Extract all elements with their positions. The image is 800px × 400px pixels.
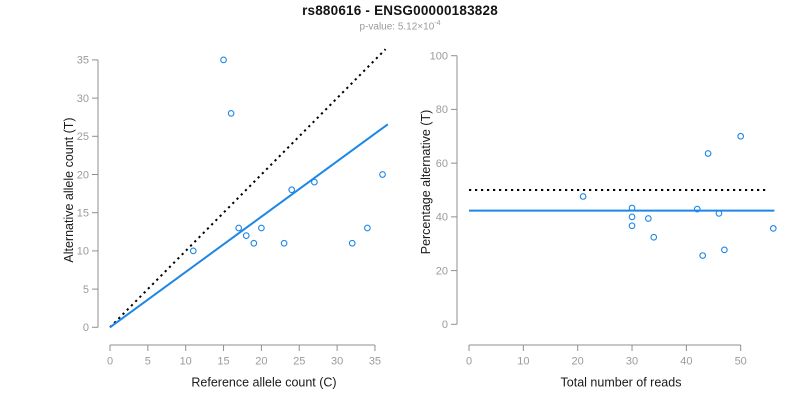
y-tick-label: 15: [77, 208, 89, 220]
data-point: [242, 232, 250, 239]
data-point: [644, 215, 652, 222]
data-point: [737, 132, 745, 140]
x-tick-label: 10: [180, 356, 192, 368]
x-tick-label: 50: [735, 356, 747, 368]
data-point: [721, 246, 728, 254]
data-point: [715, 210, 723, 217]
data-point: [650, 233, 658, 241]
y-tick-label: 100: [430, 51, 448, 63]
p-value-base: 5.12×10: [397, 21, 435, 33]
x-tick-label: 15: [217, 356, 229, 368]
y-axis-title: Percentage alternative (T): [419, 110, 433, 255]
y-tick-label: 20: [77, 169, 89, 181]
data-point: [704, 150, 712, 157]
data-point: [220, 56, 227, 64]
data-point: [379, 171, 386, 178]
x-tick-label: 5: [145, 356, 151, 368]
data-point: [258, 224, 265, 232]
x-tick-label: 20: [572, 356, 584, 368]
p-value-exponent: -4: [434, 20, 441, 27]
y-tick-label: 10: [77, 246, 89, 258]
x-axis-title: Reference allele count (C): [191, 376, 336, 390]
y-tick-label: 40: [436, 212, 448, 224]
y-tick-label: 20: [436, 265, 448, 277]
data-point: [235, 224, 243, 232]
x-axis-title: Total number of reads: [561, 376, 682, 390]
data-point: [628, 213, 636, 221]
y-tick-label: 5: [83, 284, 89, 296]
data-point: [628, 222, 636, 230]
y-axis-title: Alternative allele count (T): [62, 117, 76, 262]
p-value-label: p-value:: [359, 21, 398, 33]
y-tick-label: 0: [442, 319, 448, 331]
data-point: [227, 110, 235, 117]
identity-line: [109, 48, 387, 329]
y-tick-label: 80: [436, 104, 448, 116]
y-tick-label: 25: [77, 131, 89, 143]
data-point: [311, 178, 318, 186]
data-point: [769, 225, 777, 232]
y-tick-label: 30: [77, 93, 89, 105]
data-point: [628, 204, 636, 212]
y-tick-label: 35: [77, 55, 89, 67]
data-point: [348, 239, 356, 247]
x-tick-label: 0: [466, 356, 472, 368]
data-point: [280, 239, 288, 247]
x-tick-label: 0: [107, 356, 113, 368]
x-tick-label: 40: [680, 356, 692, 368]
x-tick-label: 25: [293, 356, 305, 368]
data-point: [699, 252, 707, 259]
p-value-subtitle: p-value: 5.12×10-4: [0, 20, 800, 32]
data-point: [250, 239, 258, 247]
y-tick-label: 60: [436, 158, 448, 170]
data-point: [364, 224, 371, 232]
data-point: [693, 205, 701, 213]
y-tick-label: 0: [83, 322, 89, 334]
x-tick-label: 10: [517, 356, 529, 368]
x-tick-label: 20: [255, 356, 267, 368]
x-tick-label: 30: [331, 356, 343, 368]
page-title: rs880616 - ENSG00000183828: [302, 3, 498, 18]
data-point: [288, 186, 296, 194]
fit-line: [109, 123, 389, 329]
x-tick-label: 35: [369, 356, 381, 368]
x-tick-label: 30: [626, 356, 638, 368]
data-point: [579, 193, 587, 200]
data-point: [189, 247, 197, 255]
